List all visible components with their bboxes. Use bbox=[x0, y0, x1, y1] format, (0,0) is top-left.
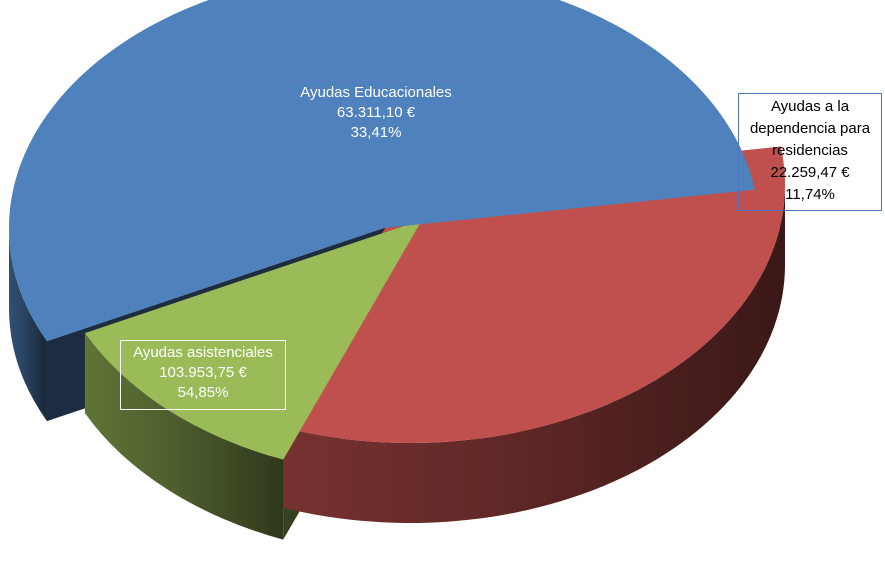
slice-percent: 54,85% bbox=[177, 384, 229, 401]
slice-label-ayudas-dependencia: Ayudas a la dependencia para residencias… bbox=[738, 93, 882, 211]
slice-amount: 103.953,75 € bbox=[159, 364, 247, 381]
slice-name: Ayudas asistenciales bbox=[133, 344, 273, 361]
slice-amount: 63.311,10 € bbox=[336, 104, 416, 121]
slice-amount: 22.259,47 € bbox=[770, 164, 850, 181]
slice-top-3 bbox=[84, 220, 422, 460]
slice-side-wall bbox=[271, 185, 785, 523]
slice-name-line-1: Ayudas a la bbox=[770, 98, 850, 115]
slice-label-ayudas-educacionales: Ayudas Educacionales 63.311,10 € 33,41% bbox=[287, 80, 465, 154]
slice-side-wall bbox=[9, 228, 47, 422]
slice-percent: 33,41% bbox=[350, 124, 402, 141]
slice-percent: 11,74% bbox=[785, 186, 835, 203]
slice-side-wall bbox=[84, 333, 284, 540]
slice-label-ayudas-asistenciales: Ayudas asistenciales 103.953,75 € 54,85% bbox=[120, 340, 286, 410]
slice-name-line-3: residencias bbox=[772, 142, 848, 159]
slice-top-1 bbox=[9, 0, 755, 342]
slice-name-line-2: dependencia para bbox=[749, 120, 871, 137]
slice-name: Ayudas Educacionales bbox=[300, 84, 452, 101]
